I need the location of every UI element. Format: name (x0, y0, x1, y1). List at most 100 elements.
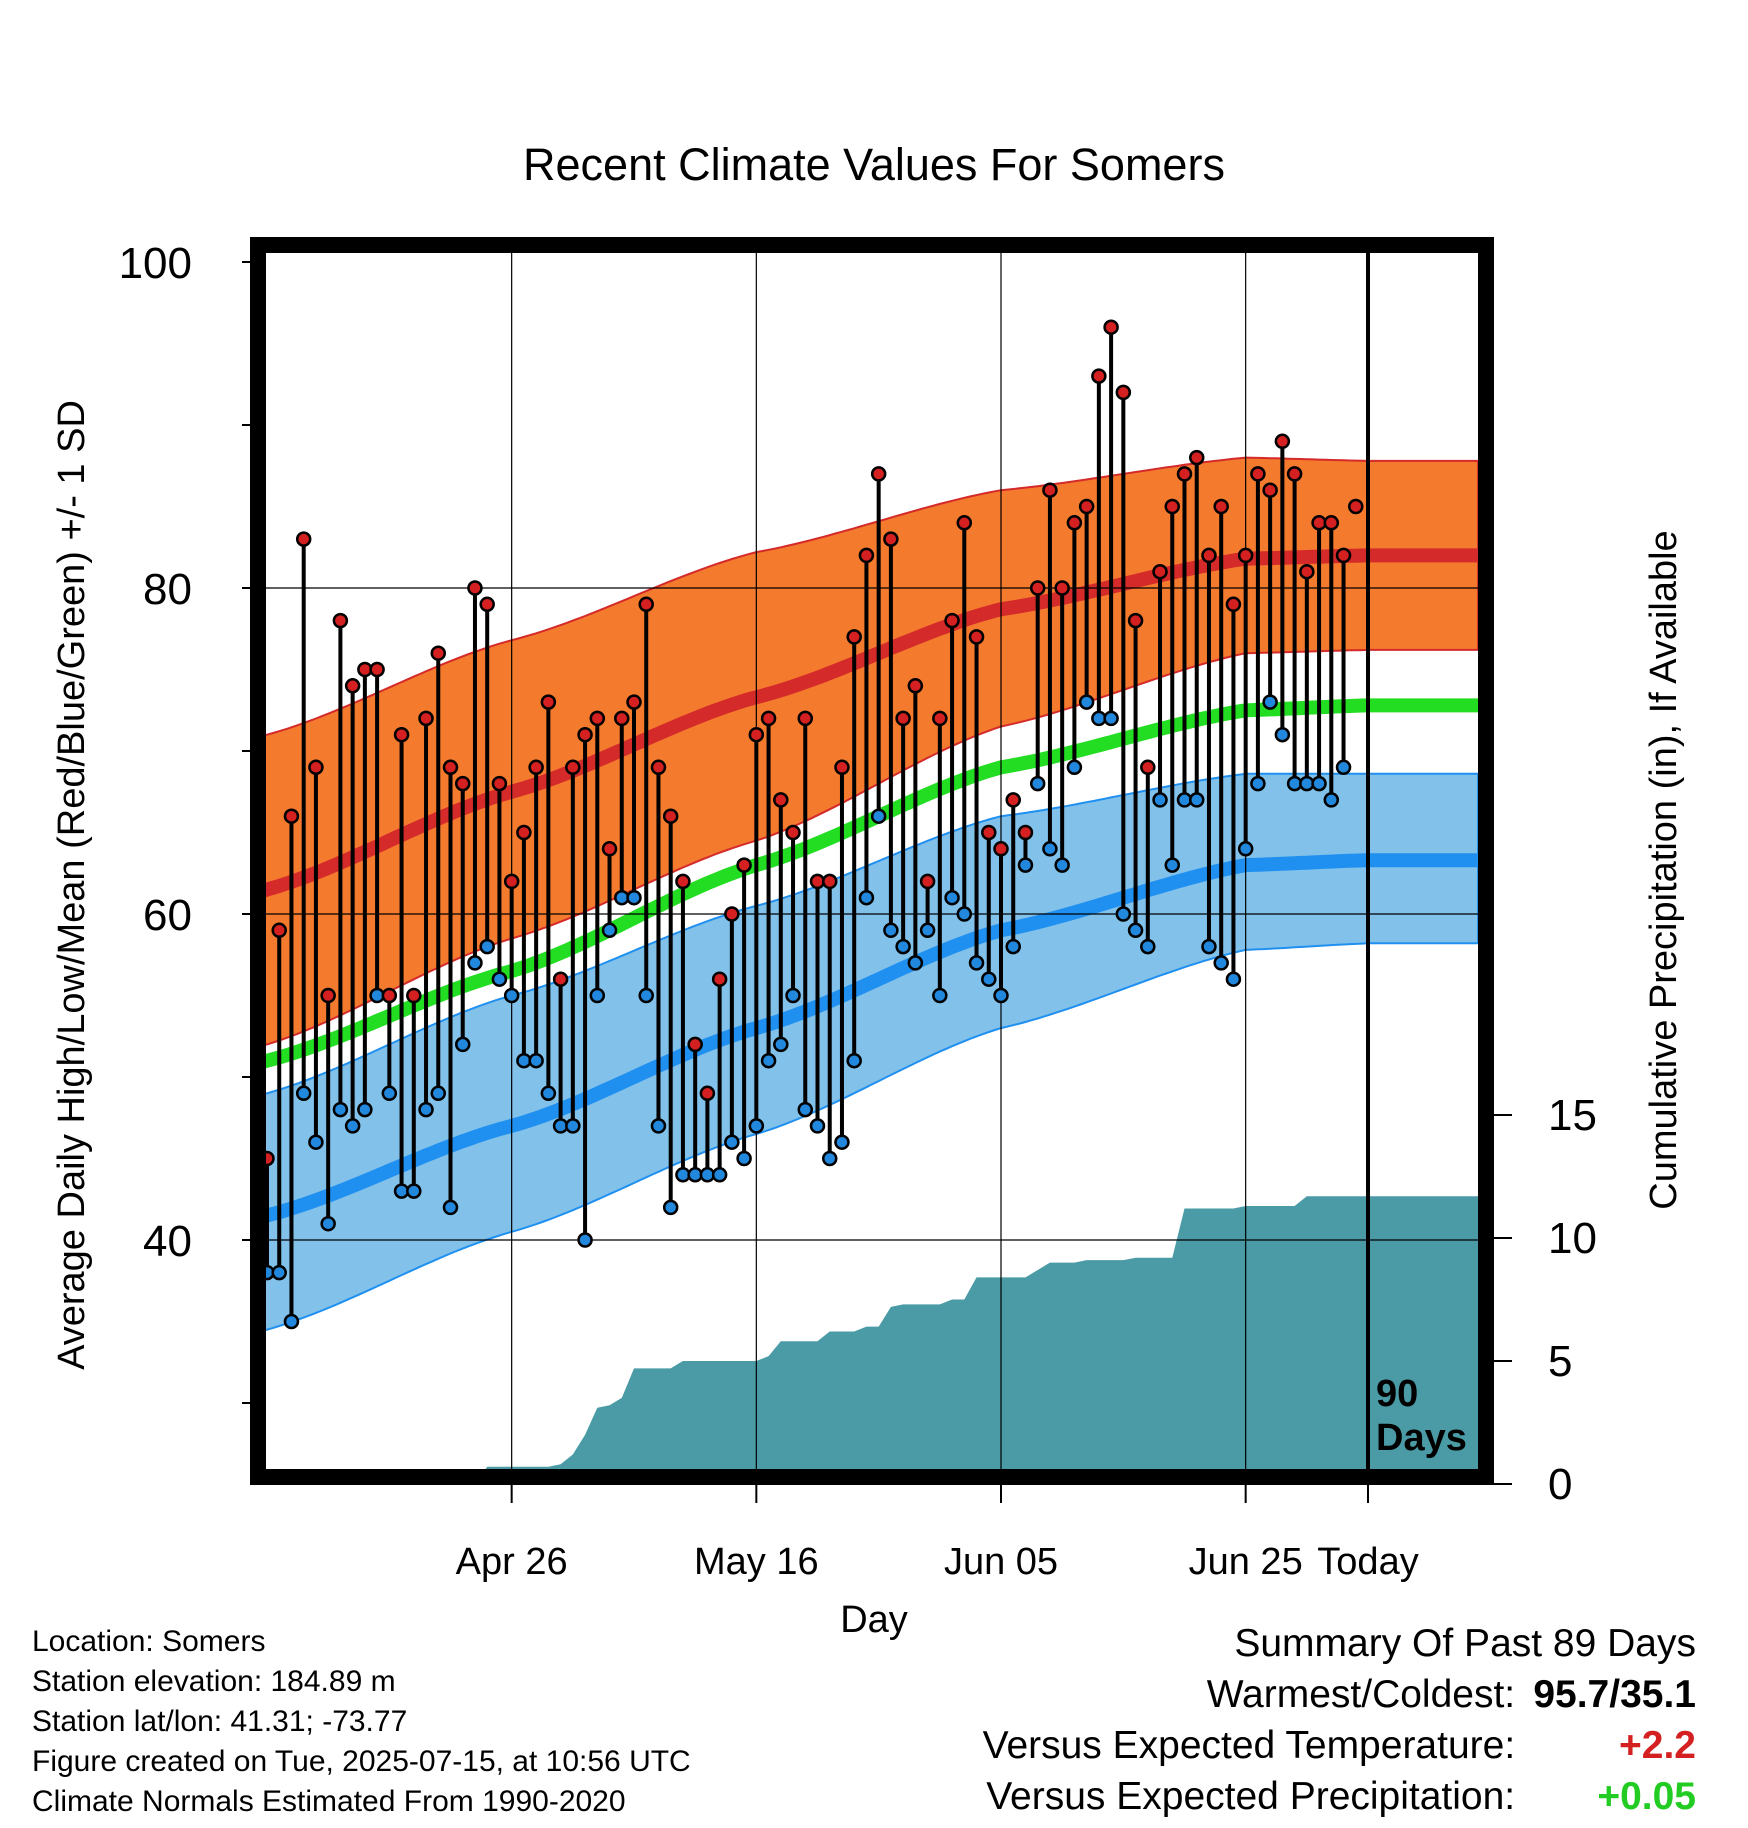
high-point (540, 694, 557, 710)
high-point (724, 906, 740, 922)
y-tick-label: 80 (143, 565, 192, 614)
low-point (1225, 971, 1242, 987)
high-point (699, 1085, 716, 1102)
low-point (1054, 857, 1070, 873)
created-text: Figure created on Tue, 2025-07-15, at 10… (32, 1745, 691, 1778)
high-point (662, 808, 679, 824)
elevation-text: Station elevation: 184.89 m (32, 1665, 396, 1698)
low-point (1237, 841, 1254, 857)
low-point (1029, 775, 1046, 792)
low-point (491, 971, 508, 987)
high-point (748, 726, 765, 743)
high-point (503, 873, 520, 890)
low-point (381, 1085, 398, 1102)
low-point (1042, 841, 1058, 857)
high-point (785, 824, 801, 841)
y2-tick-label: 10 (1548, 1214, 1597, 1263)
summary-panel: Summary Of Past 89 Days Warmest/Coldest:… (983, 1618, 1696, 1822)
high-point (442, 759, 459, 776)
high-point (552, 971, 569, 987)
high-point (1042, 482, 1058, 498)
y-tick-label: 100 (119, 239, 192, 288)
low-point (919, 922, 936, 939)
y2-tick-label: 15 (1548, 1091, 1597, 1140)
high-point (956, 515, 973, 531)
low-point (454, 1036, 471, 1053)
high-point (797, 710, 814, 727)
low-point (479, 938, 495, 955)
low-point (1017, 857, 1034, 873)
low-point (320, 1215, 336, 1232)
low-point (895, 938, 911, 955)
low-point (565, 1118, 581, 1134)
station-info: Location: Somers Station elevation: 184.… (32, 1622, 691, 1822)
low-point (1335, 759, 1352, 776)
x-tick-label: Jun 05 (944, 1541, 1058, 1583)
high-point (589, 710, 606, 727)
high-point (491, 775, 508, 792)
low-point (1078, 694, 1095, 710)
high-point (821, 873, 838, 890)
temperature-row: Versus Expected Temperature: +2.2 (983, 1720, 1696, 1771)
low-point (1311, 775, 1327, 792)
low-point (724, 1134, 740, 1150)
high-point (650, 759, 667, 776)
low-point (748, 1118, 765, 1134)
low-point (540, 1085, 557, 1102)
high-point (858, 547, 875, 564)
low-point (662, 1199, 679, 1216)
low-point (638, 987, 654, 1004)
high-point (565, 759, 581, 776)
high-point (528, 759, 544, 776)
x-axis-label: Day (840, 1599, 908, 1641)
high-point (308, 759, 324, 776)
x-tick-label: Today (1317, 1541, 1418, 1583)
warmest-label: Warmest/Coldest: (1206, 1673, 1516, 1716)
y2-tick-label: 5 (1548, 1337, 1572, 1386)
high-point (687, 1036, 703, 1053)
high-point (932, 710, 948, 727)
temperature-value: +2.2 (1619, 1724, 1696, 1767)
low-point (821, 1150, 838, 1167)
high-point (846, 629, 862, 645)
high-point (711, 971, 728, 987)
low-point (357, 1101, 373, 1118)
high-point (479, 596, 495, 613)
high-point (1005, 792, 1021, 808)
low-point (528, 1052, 544, 1069)
low-point (650, 1118, 667, 1134)
low-point (797, 1101, 814, 1118)
precip-area (364, 1196, 1479, 1477)
x-tick-label: Jun 25 (1189, 1541, 1303, 1583)
high-point (1213, 498, 1229, 515)
high-point (430, 645, 447, 661)
latlon-text: Station lat/lon: 41.31; -73.77 (32, 1705, 408, 1738)
y2-axis-label: Cumulative Precipitation (in), If Availa… (1643, 530, 1685, 1209)
low-point (308, 1134, 324, 1150)
x-tick-label: May 16 (694, 1541, 819, 1583)
low-point (1250, 775, 1266, 792)
high-point (418, 710, 434, 727)
high-point (454, 775, 471, 792)
days-label-number: 90 (1376, 1373, 1418, 1415)
high-point (883, 531, 899, 547)
low-point (1127, 922, 1144, 939)
low-normal-line (264, 853, 1479, 1224)
low-point (883, 922, 899, 939)
high-point (271, 922, 287, 939)
low-point (1201, 938, 1217, 955)
low-point (846, 1052, 862, 1069)
high-point (1115, 384, 1132, 401)
high-point (1237, 547, 1254, 564)
high-point (1103, 319, 1119, 335)
low-point (736, 1150, 752, 1167)
low-point (932, 987, 948, 1004)
low-point (1323, 792, 1340, 808)
low-point (1213, 955, 1229, 971)
low-point (907, 955, 924, 971)
low-point (1005, 938, 1021, 955)
high-point (467, 580, 483, 596)
normals-text: Climate Normals Estimated From 1990-2020 (32, 1785, 626, 1818)
low-point (271, 1264, 287, 1281)
